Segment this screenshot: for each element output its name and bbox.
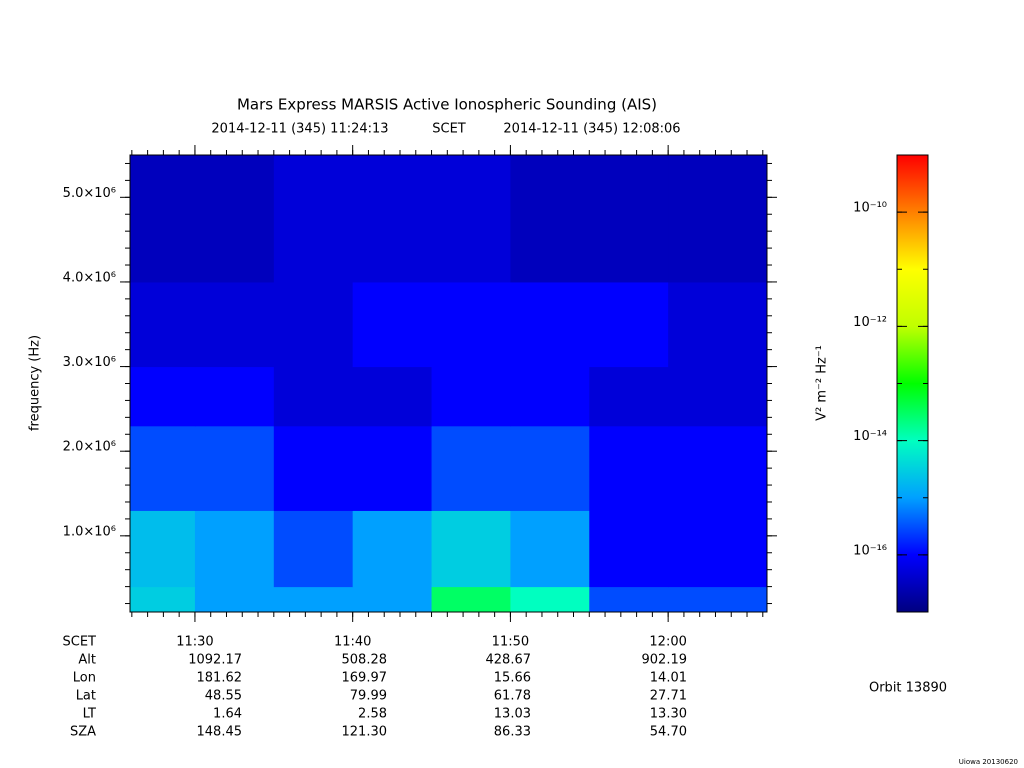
heatmap-cell: [273, 281, 354, 368]
heatmap-cell: [589, 586, 669, 613]
heatmap-cell: [130, 586, 196, 613]
colorbar-tick-label: 10⁻¹²: [853, 315, 887, 330]
ephemeris-value: 15.66: [494, 671, 531, 686]
ephemeris-row-label: SZA: [70, 725, 96, 740]
heatmap-cell: [668, 281, 768, 368]
heatmap-cell: [431, 586, 511, 613]
heatmap-cell: [510, 281, 590, 368]
ephemeris-value: 428.67: [486, 653, 532, 668]
ephemeris-value: 2.58: [358, 707, 387, 722]
ephemeris-row-label: SCET: [63, 635, 97, 650]
ephemeris-value: 508.28: [342, 653, 388, 668]
ephemeris-value: 121.30: [342, 725, 388, 740]
heatmap-cell: [194, 510, 275, 588]
y-tick-label: 2.0×10⁶: [63, 440, 116, 455]
ephemeris-value: 902.19: [642, 653, 688, 668]
heatmap-cell: [589, 366, 669, 427]
ephemeris-value: 61.78: [494, 689, 531, 704]
heatmap-cell: [273, 586, 354, 613]
y-tick-label: 4.0×10⁶: [63, 270, 116, 285]
ephemeris-value: 48.55: [205, 689, 242, 704]
ephemeris-row-label: LT: [83, 707, 96, 722]
ephemeris-row-label: Lat: [76, 689, 96, 704]
heatmap-cell: [589, 281, 669, 368]
heatmap-cell: [130, 281, 196, 368]
colorbar-tick-label: 10⁻¹⁶: [853, 543, 887, 558]
heatmap-cell: [130, 510, 196, 588]
heatmap-cell: [273, 366, 354, 427]
colorbar-label: V² m⁻² Hz⁻¹: [815, 345, 830, 421]
y-axis-label: frequency (Hz): [28, 335, 43, 431]
heatmap-cell: [431, 425, 511, 511]
heatmap-cell: [431, 281, 511, 368]
heatmap-cell: [510, 510, 590, 588]
chart-title: Mars Express MARSIS Active Ionospheric S…: [237, 96, 657, 114]
heatmap-cell: [668, 425, 768, 511]
heatmap-cell: [194, 586, 275, 613]
x-tick-label: 11:50: [492, 635, 529, 650]
heatmap-cell: [510, 366, 590, 427]
heatmap-cell: [589, 510, 669, 588]
heatmap-cell: [130, 155, 196, 283]
ephemeris-value: 86.33: [494, 725, 531, 740]
heatmap-cell: [273, 510, 354, 588]
ephemeris-value: 79.99: [350, 689, 387, 704]
x-tick-label: 11:30: [176, 635, 213, 650]
heatmap-cell: [352, 586, 433, 613]
heatmap-cell: [668, 155, 768, 283]
ephemeris-value: 181.62: [197, 671, 243, 686]
heatmap-cell: [194, 281, 275, 368]
time-system: SCET: [432, 122, 466, 137]
ephemeris-value: 54.70: [650, 725, 687, 740]
heatmap-cell: [431, 155, 511, 283]
start-time: 2014-12-11 (345) 11:24:13: [211, 122, 388, 137]
ephemeris-value: 13.30: [650, 707, 687, 722]
heatmap-cell: [589, 425, 669, 511]
heatmap-cell: [510, 155, 590, 283]
ephemeris-value: 27.71: [650, 689, 687, 704]
heatmap-cell: [510, 586, 590, 613]
colorbar-tick-label: 10⁻¹⁰: [853, 201, 887, 216]
heatmap-cell: [668, 366, 768, 427]
ephemeris-value: 169.97: [342, 671, 388, 686]
heatmap-cell: [273, 155, 354, 283]
x-tick-label: 12:00: [649, 635, 686, 650]
y-tick-label: 5.0×10⁶: [63, 186, 116, 201]
heatmap-cell: [668, 586, 768, 613]
heatmap-cell: [194, 366, 275, 427]
ephemeris-value: 13.03: [494, 707, 531, 722]
heatmap-cell: [510, 425, 590, 511]
heatmap-cell: [194, 155, 275, 283]
heatmap-cell: [431, 510, 511, 588]
x-tick-label: 11:40: [334, 635, 371, 650]
heatmap-cell: [352, 510, 433, 588]
heatmap-cell: [352, 425, 433, 511]
credit: Uiowa 20130620: [959, 758, 1018, 766]
heatmap-cell: [273, 425, 354, 511]
ephemeris-value: 1092.17: [188, 653, 242, 668]
heatmap-cell: [668, 510, 768, 588]
y-tick-label: 3.0×10⁶: [63, 355, 116, 370]
heatmap-cell: [431, 366, 511, 427]
heatmap-cell: [352, 155, 433, 283]
heatmap-cell: [589, 155, 669, 283]
orbit-label: Orbit 13890: [869, 681, 947, 696]
heatmap-cell: [352, 281, 433, 368]
heatmap-cell: [352, 366, 433, 427]
ephemeris-row-label: Lon: [73, 671, 96, 686]
ephemeris-value: 14.01: [650, 671, 687, 686]
ephemeris-value: 1.64: [213, 707, 242, 722]
end-time: 2014-12-11 (345) 12:08:06: [503, 122, 680, 137]
ephemeris-row-label: Alt: [78, 653, 96, 668]
ephemeris-value: 148.45: [197, 725, 243, 740]
heatmap-cell: [194, 425, 275, 511]
heatmap-cell: [130, 425, 196, 511]
colorbar-tick-label: 10⁻¹⁴: [853, 429, 887, 444]
y-tick-label: 1.0×10⁶: [63, 524, 116, 539]
heatmap-cell: [130, 366, 196, 427]
